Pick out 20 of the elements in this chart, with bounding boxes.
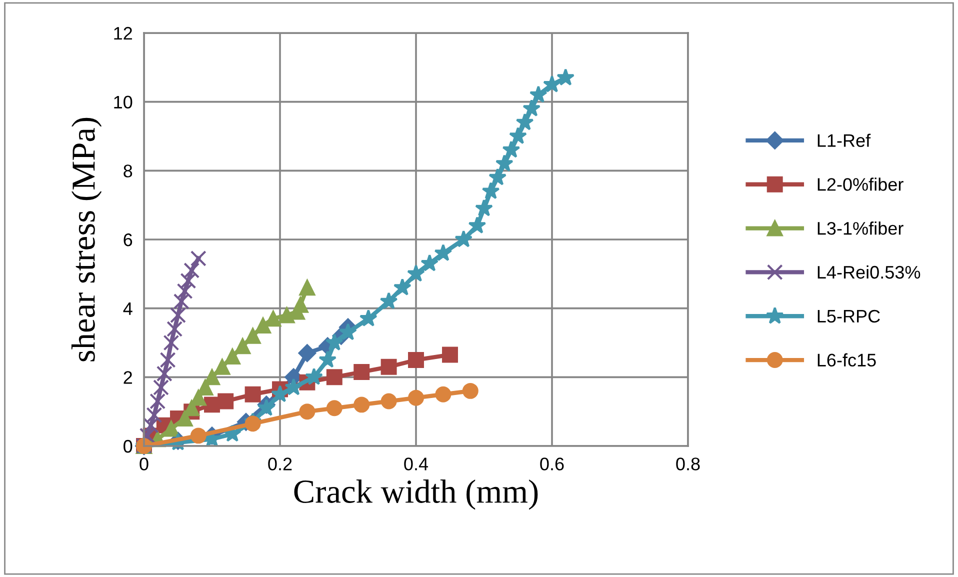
x-tick-label: 0: [140, 458, 148, 470]
x-tick-label: 0.6: [540, 458, 564, 470]
legend-label: L1-Ref: [818, 134, 871, 147]
y-tick-label: 8: [124, 164, 132, 178]
y-tick-label: 12: [114, 26, 132, 40]
y-tick-label: 2: [124, 371, 132, 384]
x-tick-label: 0.4: [404, 458, 428, 470]
x-tick-label: 0.2: [268, 458, 292, 470]
y-tick-label: 6: [124, 233, 132, 246]
legend-label: L4-Rei0.53%: [818, 265, 920, 279]
y-tick-label: 0: [124, 440, 132, 453]
y-tick-label: 4: [123, 302, 132, 315]
x-axis-title: Crack width (mm): [294, 480, 538, 510]
y-tick-label: 10: [114, 96, 132, 109]
legend-label: L2-0%fiber: [818, 178, 904, 191]
legend-label: L3-1%fiber: [818, 222, 904, 235]
y-axis-title: shear stress (MPa): [71, 118, 102, 362]
legend-label: L6-fc15: [818, 353, 876, 367]
legend-label: L5-RPC: [818, 310, 880, 323]
x-tick-label: 0.8: [676, 458, 700, 470]
